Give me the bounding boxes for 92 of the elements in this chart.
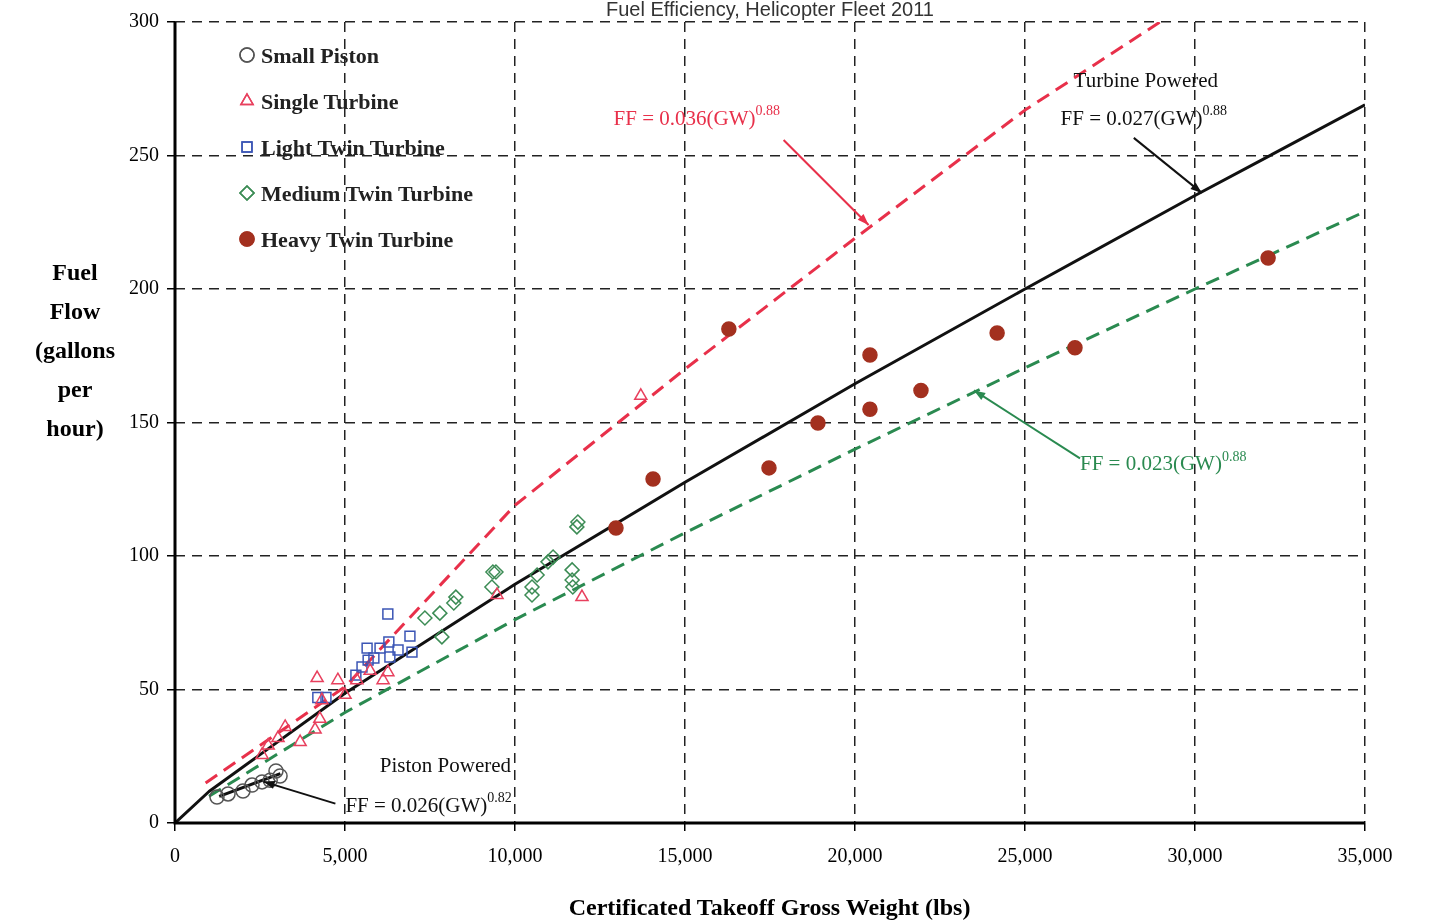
point bbox=[484, 579, 500, 595]
point bbox=[417, 610, 433, 626]
point bbox=[261, 737, 275, 750]
point bbox=[313, 711, 327, 724]
point bbox=[293, 734, 307, 747]
point bbox=[1067, 339, 1083, 356]
point bbox=[331, 672, 345, 685]
point bbox=[564, 562, 580, 578]
point bbox=[545, 549, 561, 565]
point bbox=[362, 654, 374, 666]
point bbox=[862, 347, 878, 363]
point bbox=[448, 589, 464, 605]
x-axis-title: Certificated Takeoff Gross Weight (lbs) bbox=[568, 894, 971, 920]
point bbox=[406, 646, 418, 658]
point bbox=[255, 747, 269, 760]
point bbox=[384, 651, 396, 663]
y-tick-label: 300 bbox=[129, 9, 159, 32]
point bbox=[271, 730, 285, 743]
point bbox=[254, 774, 270, 790]
x-tick-label: 35,000 bbox=[1337, 844, 1393, 867]
point bbox=[913, 382, 929, 399]
point bbox=[633, 388, 648, 401]
x-tick-label: 0 bbox=[170, 844, 180, 867]
point bbox=[382, 608, 394, 620]
point bbox=[540, 554, 556, 570]
point bbox=[308, 721, 322, 734]
x-tick-label: 30,000 bbox=[1167, 844, 1223, 867]
point bbox=[529, 567, 545, 583]
point bbox=[368, 652, 380, 664]
point bbox=[356, 661, 368, 673]
point bbox=[320, 691, 332, 704]
point bbox=[315, 692, 329, 705]
point bbox=[989, 325, 1005, 341]
point bbox=[374, 642, 386, 654]
point bbox=[381, 664, 395, 677]
point bbox=[272, 768, 288, 784]
x-tick-label: 10,000 bbox=[487, 844, 543, 867]
point bbox=[570, 514, 586, 530]
point bbox=[432, 605, 448, 621]
legend-label: Single Turbine bbox=[261, 89, 399, 114]
annotation: Piston Powered bbox=[379, 752, 512, 777]
point bbox=[1260, 250, 1276, 266]
point bbox=[404, 630, 416, 642]
x-tick-label: 15,000 bbox=[657, 844, 713, 867]
x-tick-label: 20,000 bbox=[827, 844, 883, 867]
point bbox=[721, 321, 737, 337]
y-tick-label: 100 bbox=[129, 543, 159, 566]
point bbox=[278, 719, 292, 732]
point bbox=[383, 636, 395, 648]
y-tick-label: 150 bbox=[129, 409, 159, 432]
point bbox=[350, 669, 362, 681]
point bbox=[363, 663, 377, 676]
x-tick-label: 25,000 bbox=[997, 844, 1053, 867]
legend-label: Heavy Twin Turbine bbox=[261, 227, 454, 252]
point bbox=[490, 587, 504, 600]
y-tick-label: 200 bbox=[129, 276, 159, 299]
point bbox=[569, 519, 585, 535]
point bbox=[446, 595, 462, 611]
y-axis-title: Fuel Flow (gallons per hour) bbox=[34, 259, 116, 441]
point bbox=[524, 587, 540, 603]
point bbox=[565, 579, 581, 595]
point bbox=[361, 642, 373, 654]
point bbox=[645, 471, 661, 487]
point bbox=[268, 763, 284, 779]
annotation: Turbine Powered bbox=[1073, 67, 1219, 92]
chart-title: Fuel Efficiency, Helicopter Fleet 2011 bbox=[606, 0, 934, 20]
legend-label: Medium Twin Turbine bbox=[261, 181, 474, 206]
y-tick-label: 50 bbox=[139, 676, 159, 699]
point bbox=[564, 572, 580, 588]
point bbox=[350, 672, 364, 685]
point bbox=[312, 691, 324, 704]
point bbox=[376, 672, 390, 685]
legend-label: Light Twin Turbine bbox=[261, 135, 446, 160]
point bbox=[262, 772, 278, 789]
point bbox=[244, 777, 260, 793]
point bbox=[761, 460, 777, 476]
point bbox=[235, 783, 251, 799]
point bbox=[392, 644, 404, 656]
legend-label: Small Piston bbox=[261, 43, 379, 68]
point bbox=[810, 415, 826, 431]
point bbox=[338, 687, 352, 700]
point bbox=[575, 589, 589, 602]
point bbox=[524, 579, 540, 595]
point bbox=[220, 786, 236, 802]
point bbox=[310, 670, 324, 683]
point bbox=[862, 401, 878, 417]
point bbox=[608, 520, 624, 536]
y-tick-label: 0 bbox=[149, 810, 159, 833]
point bbox=[434, 629, 450, 645]
y-tick-label: 250 bbox=[129, 142, 159, 165]
x-tick-label: 5,000 bbox=[322, 844, 368, 867]
point bbox=[209, 789, 225, 805]
